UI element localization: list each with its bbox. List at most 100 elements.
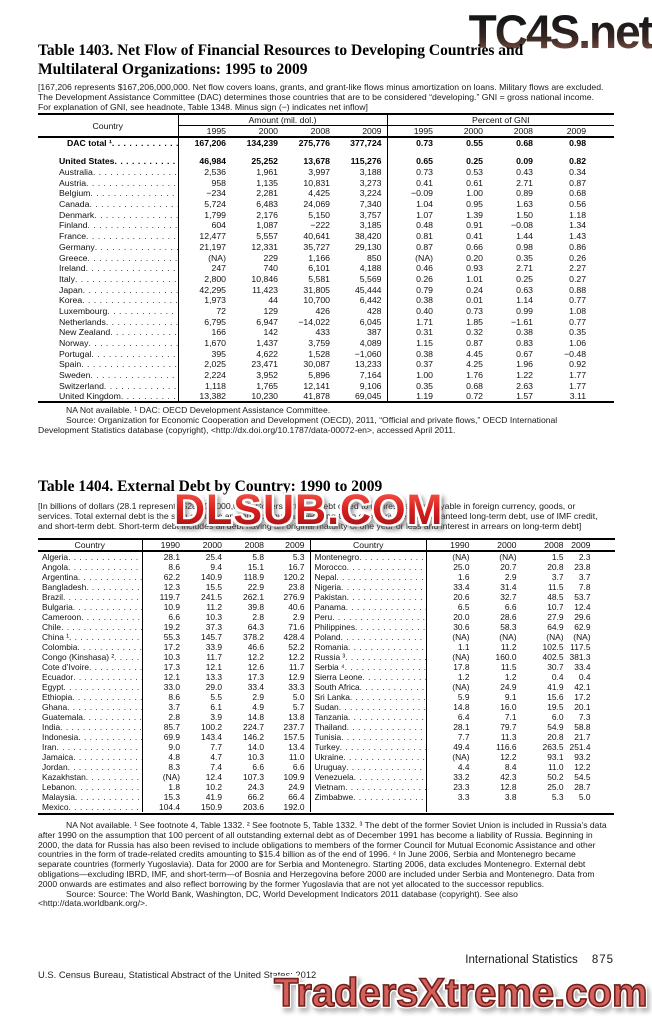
value-cell: 41.9	[547, 682, 564, 692]
leader-dots	[89, 199, 177, 209]
value-cell: 12.1	[163, 672, 180, 682]
value-cell: 30,087	[303, 359, 330, 370]
page-footer-credit: U.S. Census Bureau, Statistical Abstract…	[38, 969, 317, 980]
value-cell: 8.6	[168, 692, 180, 702]
country-cell: United States	[38, 148, 179, 167]
value-cell: 120.2	[268, 572, 311, 582]
leader-dots	[93, 167, 177, 177]
leader-dots	[86, 263, 177, 273]
value-cell: 1.85	[466, 316, 484, 327]
value-cell: 0.56	[569, 199, 587, 210]
value-cell: 2,536	[204, 167, 226, 178]
value-cell: 25.0	[547, 782, 564, 792]
value-cell: 31,805	[303, 284, 330, 295]
value-cell: 1.43	[569, 231, 587, 242]
value-cell: 40,641	[303, 231, 330, 242]
table-row: Jamaica 4.8 4.7 10.3 11.0	[38, 752, 311, 762]
table-row: Bangladesh 12.3 15.5 22.9 23.8	[38, 582, 311, 592]
value-cell: 377,724	[334, 137, 388, 148]
value-cell: 14.8	[453, 702, 470, 712]
value-cell: 11.5	[500, 662, 517, 672]
table-row: Poland (NA) (NA) (NA) (NA)	[310, 632, 615, 642]
value-cell: 41.9	[205, 792, 222, 802]
value-cell: 1.39	[466, 209, 484, 220]
value-cell: 15.5	[205, 582, 222, 592]
value-cell: 55.3	[163, 632, 180, 642]
page-header-section: International Statistics 875	[465, 954, 614, 966]
leader-dots	[347, 562, 426, 572]
leader-dots	[106, 317, 177, 327]
footnote-text: NA Not available. ¹ See footnote 4, Tabl…	[38, 820, 607, 889]
table-row: Thailand 28.1 79.7 54.9 58.8	[310, 722, 615, 732]
value-cell: 17.2	[163, 642, 180, 652]
value-cell: 3.8	[504, 792, 517, 802]
country-cell: Austria	[38, 177, 179, 189]
leader-dots	[88, 338, 177, 348]
country-cell: Portugal	[38, 348, 179, 360]
value-cell: 6,795	[204, 316, 226, 327]
value-cell: 12.9	[268, 672, 311, 682]
value-cell: 0.91	[466, 220, 484, 231]
value-cell: 12.4	[574, 602, 591, 612]
value-cell: 25,252	[251, 156, 278, 167]
country-cell: Indonesia	[38, 732, 143, 742]
value-cell: 145.7	[201, 632, 222, 642]
table-row: Korea 1,973 44 10,700 6,442 0.38 0.01 1.…	[38, 294, 614, 306]
country-cell: Uruguay	[310, 762, 427, 772]
leader-dots	[354, 772, 426, 782]
year-header: 1995	[387, 125, 438, 138]
value-cell: 10,700	[303, 295, 330, 306]
table-row: Colombia 17.2 33.9 46.6 52.2	[38, 642, 311, 652]
table-row: Tunisia 7.7 11.3 20.8 21.7	[310, 732, 615, 742]
table-row: Cote d’Ivoire 17.3 12.1 12.6 11.7	[38, 662, 311, 672]
year-header: 2008	[282, 125, 334, 138]
leader-dots	[67, 702, 141, 712]
value-cell: 58.3	[500, 622, 517, 632]
country-cell: Pakistan	[310, 592, 427, 602]
value-cell: 0.55	[466, 138, 484, 148]
country-cell: United Kingdom	[38, 391, 179, 403]
leader-dots	[82, 295, 177, 305]
value-cell: 10.3	[163, 652, 180, 662]
value-cell: 2.9	[268, 612, 311, 622]
value-cell: 13.4	[268, 742, 311, 752]
table-row: Morocco 25.0 20.7 20.8 23.8	[310, 562, 615, 572]
value-cell: 0.93	[466, 263, 484, 274]
value-cell: 93.2	[574, 752, 591, 762]
leader-dots	[345, 652, 425, 662]
value-cell: 20.6	[453, 592, 470, 602]
leader-dots	[350, 692, 426, 702]
leader-dots	[68, 762, 141, 772]
value-cell: 118.9	[243, 572, 264, 582]
country-cell: Mexico	[38, 802, 143, 812]
country-cell: Iran	[38, 742, 143, 752]
table-row: South Africa (NA) 24.9 41.9 42.1	[310, 682, 615, 692]
table-1404-right-body: Montenegro (NA) (NA) 1.5 2.3 Morocco 25.…	[310, 551, 615, 812]
value-cell: 1,765	[256, 380, 278, 391]
value-cell: 3.7	[578, 572, 591, 582]
country-cell: Ireland	[38, 262, 179, 274]
value-cell: 1.2	[457, 672, 470, 682]
value-cell: 7.4	[210, 762, 222, 772]
value-cell: 42.3	[500, 772, 517, 782]
value-cell: 21,197	[199, 241, 226, 252]
value-cell: 275,776	[298, 138, 330, 148]
value-cell: 263.5	[542, 742, 564, 752]
table-row: Indonesia 69.9 143.4 146.2 157.5	[38, 732, 311, 742]
value-cell: 11.7	[268, 662, 311, 672]
value-cell: 604	[211, 220, 227, 231]
value-cell: 72	[216, 305, 226, 316]
table-row: Norway 1,670 1,437 3,759 4,089 1.15 0.87…	[38, 337, 614, 349]
leader-dots	[81, 612, 141, 622]
leader-dots	[345, 662, 426, 672]
country-cell: Colombia	[38, 642, 143, 652]
value-cell: 0.46	[416, 263, 434, 274]
value-cell: 93.1	[547, 752, 564, 762]
value-cell: 19.2	[163, 622, 180, 632]
value-cell: 5.3	[268, 551, 311, 562]
value-cell: 42.1	[574, 682, 591, 692]
value-cell: 16.7	[268, 562, 311, 572]
value-cell: 64.3	[247, 622, 264, 632]
value-cell: (NA)	[415, 252, 434, 263]
value-cell: 10.3	[247, 752, 264, 762]
